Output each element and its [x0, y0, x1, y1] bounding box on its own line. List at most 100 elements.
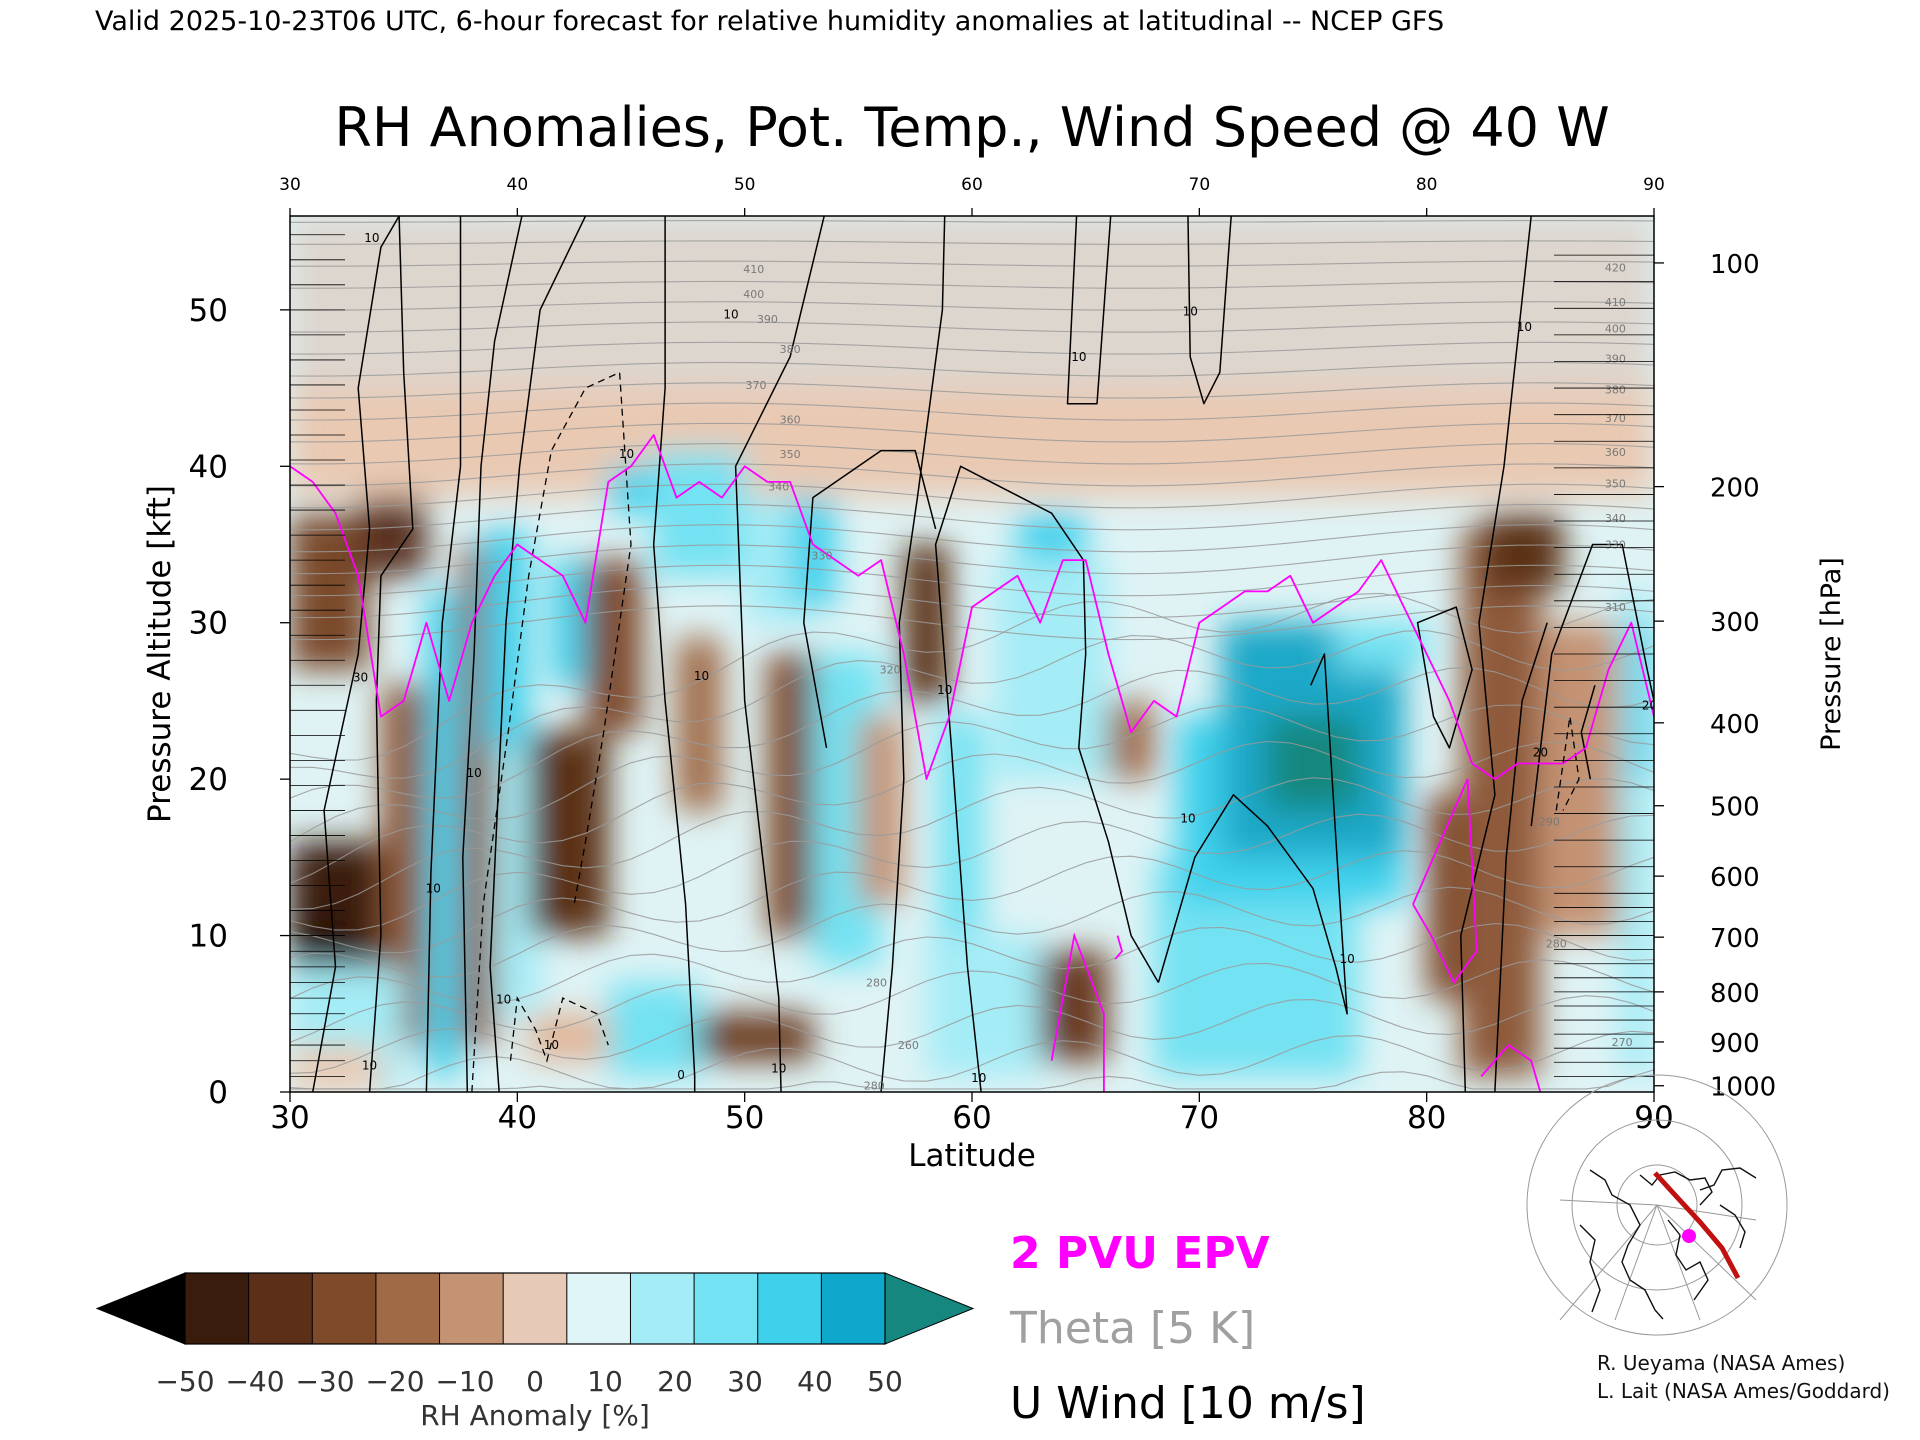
colorbar-swatch: [821, 1273, 886, 1344]
u-wind-contour-line: [652, 216, 696, 1092]
u-wind-contour-label: 10: [496, 993, 511, 1007]
theta-contour-line: [290, 443, 1654, 465]
u-wind-negative-contour-line: [509, 996, 609, 1063]
theta-contour-line: [290, 592, 1654, 761]
x-tick-label-top: 50: [734, 175, 756, 195]
theta-contour-label: 310: [1605, 601, 1626, 614]
x-tick-label-top: 60: [961, 175, 983, 195]
u-wind-negative-contour-line: [471, 371, 632, 1092]
colorbar-label: RH Anomaly [%]: [420, 1399, 650, 1432]
colorbar-swatch: [439, 1273, 504, 1344]
u-wind-contour-labels: 10 30 10 10 10 10 10 10 10 10 0 10 10 10 10 10 10 10 10 20 2…: [353, 231, 1657, 1085]
theta-contour-label: 420: [1605, 262, 1626, 275]
x-tick-label: 60: [952, 1100, 991, 1136]
u-wind-contour-label: 10: [723, 308, 738, 322]
u-wind-contour-label: 0: [677, 1068, 685, 1082]
x-tick-label-top: 80: [1416, 175, 1438, 195]
theta-contour-line: [290, 1030, 1654, 1090]
x-tick-label-top: 90: [1643, 175, 1665, 195]
colorbar-under-arrow: [95, 1272, 186, 1345]
u-wind-contour-label: 10: [1339, 952, 1354, 966]
u-wind-contour-line: [1494, 622, 1548, 1092]
y-tick-label: 40: [189, 449, 228, 485]
rh-field-patch: [290, 1045, 381, 1092]
x-tick-label: 90: [1634, 1100, 1673, 1136]
u-wind-contour-line: [1187, 216, 1232, 405]
theta-contour-line: [290, 422, 1654, 443]
theta-contour-line: [290, 564, 1654, 597]
theta-contour-line: [290, 503, 1654, 531]
colorbar-tick-label: −40: [225, 1365, 284, 1398]
theta-contour-line: [290, 886, 1654, 978]
u-wind-contour-line: [1157, 653, 1348, 1015]
colorbar-tick-label: 30: [727, 1365, 763, 1398]
u-wind-contour-line: [803, 449, 937, 748]
colorbar-tick-label: 20: [657, 1365, 693, 1398]
theta-contour-line: [290, 260, 1654, 267]
theta-contour-label: 270: [1612, 1036, 1633, 1049]
pressure-tick-label: 200: [1710, 474, 1760, 504]
colorbar-tick-label: −10: [435, 1365, 494, 1398]
rh-field-patch: [1267, 716, 1359, 811]
u-wind-contour-label: 10: [1183, 304, 1198, 318]
epv-2pvu-line: [290, 434, 1654, 780]
rh-field-patch: [937, 716, 984, 936]
x-tick-label: 70: [1180, 1100, 1219, 1136]
theta-contour-label: 280: [866, 977, 887, 990]
pressure-tick-label: 500: [1710, 793, 1760, 823]
rh-field-patch: [290, 388, 1654, 498]
theta-contour-line: [290, 1069, 1654, 1090]
u-wind-contour-line: [880, 216, 946, 1092]
theta-contour-label: 380: [1605, 384, 1626, 397]
x-tick-label: 40: [498, 1100, 537, 1136]
colorbar-tick-label: 50: [867, 1365, 903, 1398]
cross-section-track: [1653, 1171, 1741, 1280]
pressure-tick-label: 800: [1710, 979, 1760, 1009]
u-wind-contour-line: [311, 216, 400, 1092]
u-wind-contour-line: [1530, 543, 1654, 827]
theta-contour-label: 260: [898, 1039, 919, 1052]
theta-contour-label: 400: [743, 288, 764, 301]
epv-2pvu-line: [1114, 935, 1124, 960]
colorbar-frame: [184, 1272, 886, 1345]
pressure-tick-label: 1000: [1710, 1073, 1776, 1103]
theta-contour-line: [290, 777, 1654, 910]
x-tick-label: 50: [725, 1100, 764, 1136]
theta-contour-label: 390: [757, 313, 778, 326]
epv-2pvu-contour: [290, 434, 1654, 1092]
colorbar-tick-label: 40: [797, 1365, 833, 1398]
rh-field-patch: [676, 638, 722, 811]
axes: 3030404050506060707080809090010203040501…: [189, 175, 1777, 1136]
inset-location-map: [1526, 1074, 1788, 1336]
theta-contour-label: 350: [780, 448, 801, 461]
x-tick-label: 30: [270, 1100, 309, 1136]
theta-contour-line: [290, 544, 1654, 575]
rh-field-patch: [858, 716, 904, 905]
pressure-tick-label: 300: [1710, 608, 1760, 638]
theta-contour-line: [290, 959, 1654, 1043]
y-tick-label: 0: [208, 1075, 228, 1111]
rh-field-patch: [1631, 622, 1654, 780]
u-wind-contour-label: 10: [544, 1038, 559, 1052]
pressure-tick-label: 100: [1710, 250, 1760, 280]
y-axis-label-right: Pressure [hPa]: [1816, 557, 1847, 751]
rh-field-patch: [653, 450, 745, 576]
rh-field-patch: [1335, 622, 1427, 670]
u-wind-contour-line: [734, 216, 825, 1092]
rh-field-patch: [290, 513, 370, 670]
attribution-line-1: R. Ueyama (NASA Ames): [1597, 1351, 1845, 1375]
colorbar-over-arrow: [884, 1272, 975, 1345]
u-wind-contour-label: 20: [1642, 699, 1657, 713]
x-tick-label-top: 30: [279, 175, 301, 195]
theta-contour-label: 370: [1605, 412, 1626, 425]
u-wind-contour-line: [1580, 685, 1596, 780]
colorbar-swatch: [248, 1273, 313, 1344]
rh-field-patch: [1108, 700, 1154, 780]
theta-contour-label: 360: [780, 413, 801, 426]
rh-field-patch: [528, 732, 609, 936]
theta-contour-label: 340: [768, 481, 789, 494]
u-wind-contour-line: [368, 216, 414, 1092]
u-wind-contour-line: [425, 216, 462, 1092]
theta-contour-label: 280: [1546, 937, 1567, 950]
